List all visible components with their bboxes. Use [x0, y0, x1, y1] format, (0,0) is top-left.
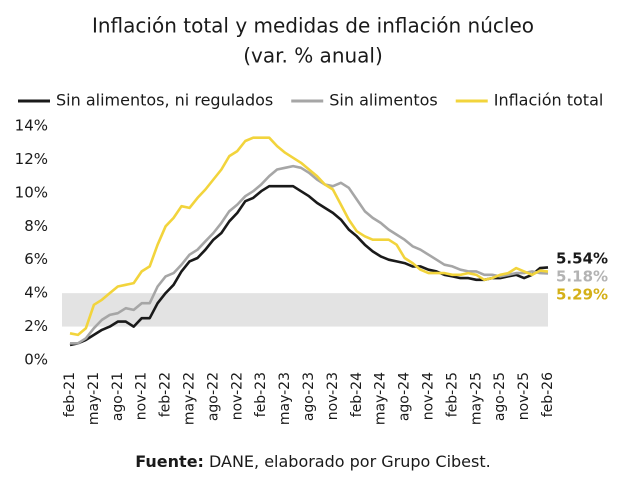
- x-tick-label: nov-25: [516, 372, 532, 420]
- x-tick-label: feb-25: [444, 372, 460, 417]
- legend-label: Sin alimentos: [329, 91, 438, 110]
- x-tick-label: nov-22: [229, 372, 245, 420]
- legend-label: Sin alimentos, ni regulados: [56, 91, 273, 110]
- x-tick-label: ago-22: [205, 372, 221, 421]
- series-line: [70, 164, 549, 345]
- y-tick-label: 6%: [24, 250, 48, 268]
- series-line: [69, 136, 549, 337]
- chart-title: Inflación total y medidas de inflación n…: [92, 14, 534, 38]
- y-tick-label: 10%: [15, 183, 48, 201]
- legend-label: Inflación total: [494, 91, 604, 110]
- y-tick-label: 0%: [24, 351, 48, 369]
- source-text: DANE, elaborado por Grupo Cibest.: [209, 452, 491, 471]
- x-tick-label: may-23: [277, 372, 293, 425]
- end-value-label: 5.18%: [556, 268, 608, 286]
- x-tick-label: ago-21: [110, 372, 126, 421]
- x-tick-label: feb-21: [62, 372, 78, 417]
- target-band: [62, 293, 548, 327]
- x-tick-label: ago-25: [492, 372, 508, 421]
- series-line: [69, 184, 549, 347]
- x-tick-label: nov-23: [325, 372, 341, 420]
- x-tick-label: ago-23: [301, 372, 317, 421]
- end-value-label: 5.29%: [556, 286, 608, 304]
- end-value-label: 5.54%: [556, 250, 608, 268]
- x-tick-label: feb-23: [253, 372, 269, 417]
- y-tick-label: 8%: [24, 217, 48, 235]
- x-tick-label: may-22: [182, 372, 198, 425]
- chart-subtitle: (var. % anual): [243, 44, 383, 68]
- y-tick-label: 14%: [15, 117, 48, 135]
- source-label: Fuente:: [135, 452, 204, 471]
- y-tick-label: 2%: [24, 317, 48, 335]
- y-tick-label: 4%: [24, 284, 48, 302]
- x-tick-label: feb-26: [540, 372, 556, 417]
- x-tick-label: may-24: [373, 372, 389, 425]
- x-tick-label: nov-21: [134, 372, 150, 420]
- x-tick-label: feb-22: [158, 372, 174, 417]
- x-tick-label: may-25: [468, 372, 484, 425]
- x-tick-label: nov-24: [421, 372, 437, 420]
- x-tick-label: ago-24: [397, 372, 413, 421]
- y-tick-label: 12%: [15, 150, 48, 168]
- source-note: Fuente: DANE, elaborado por Grupo Cibest.: [135, 452, 490, 471]
- x-tick-label: may-21: [86, 372, 102, 425]
- x-tick-label: feb-24: [349, 372, 365, 417]
